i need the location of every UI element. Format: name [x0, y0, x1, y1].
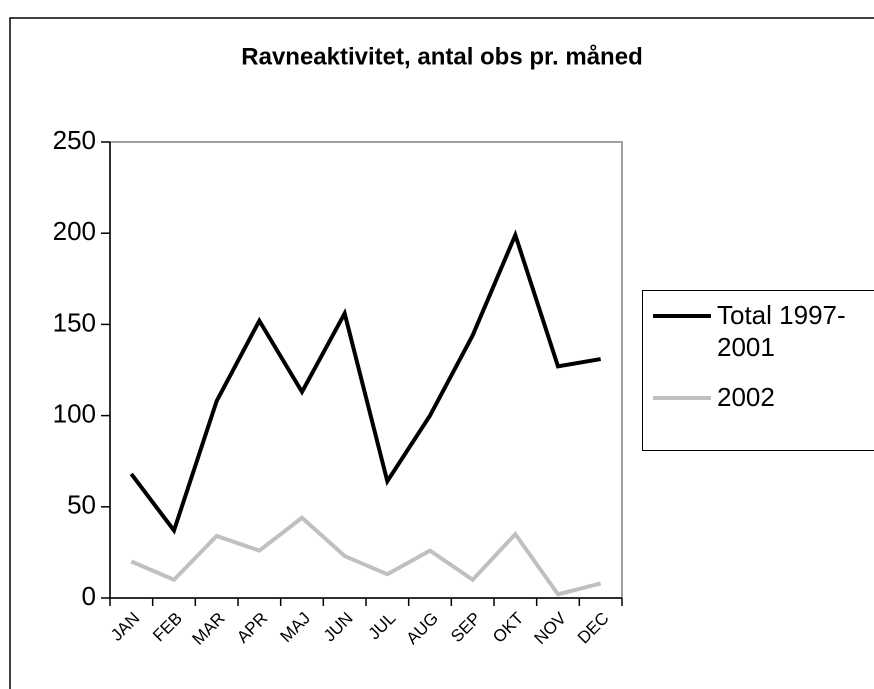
y-tick-label: 50	[67, 490, 96, 520]
legend-swatch	[653, 396, 711, 400]
y-tick-label: 0	[82, 581, 96, 611]
legend-entry: Total 1997-2001	[653, 299, 867, 363]
y-tick-label: 250	[53, 125, 96, 155]
y-tick-label: 200	[53, 216, 96, 246]
legend-label: 2002	[717, 382, 775, 412]
legend-entry: 2002	[653, 381, 867, 413]
y-tick-label: 150	[53, 307, 96, 337]
legend-label: Total 1997-2001	[717, 300, 846, 362]
series-line	[129, 229, 602, 535]
y-tick-label: 100	[53, 398, 96, 428]
legend: Total 1997-2001 2002	[642, 290, 874, 451]
series-line	[130, 515, 602, 597]
legend-swatch	[653, 314, 711, 318]
chart-title: Ravneaktivitet, antal obs pr. måned	[241, 43, 642, 70]
